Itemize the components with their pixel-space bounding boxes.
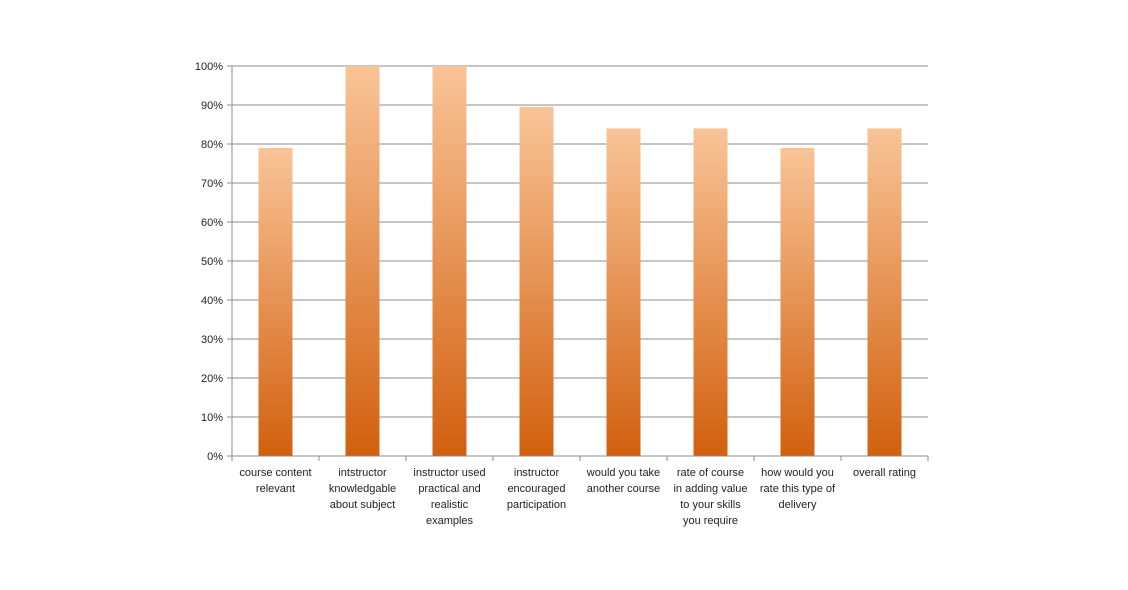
y-tick-label: 50% <box>201 256 223 268</box>
y-tick-label: 70% <box>201 178 223 190</box>
bar <box>432 66 467 456</box>
bar <box>780 147 815 456</box>
x-category-label-line: another course <box>587 483 660 495</box>
y-tick-label: 90% <box>201 100 223 112</box>
y-tick-label: 30% <box>201 334 223 346</box>
bar <box>519 106 554 456</box>
x-category-label-line: would you take <box>586 467 660 479</box>
x-category-label: rate of course in adding value to your ski… <box>673 467 747 527</box>
bar <box>606 128 641 456</box>
bar <box>693 128 728 456</box>
x-category-label: overall rating <box>853 467 916 479</box>
x-category-label: how would you rate this type of delivery <box>760 467 836 511</box>
y-tick-labels: 0% 10% 20% 30% 40% 50% 60% 70% 80% 90% 100% <box>195 61 223 463</box>
x-category-label-line: to your skills <box>680 499 741 511</box>
x-category-label-line: relevant <box>256 483 295 495</box>
x-category-label-line: practical and <box>418 483 480 495</box>
x-category-label-line: rate of course <box>677 467 744 479</box>
y-tick-label: 10% <box>201 412 223 424</box>
y-tick-label: 40% <box>201 295 223 307</box>
x-category-label-line: rate this type of <box>760 483 836 495</box>
x-category-label-line: about subject <box>330 499 395 511</box>
x-category-label-line: course content <box>239 467 311 479</box>
y-tick-label: 20% <box>201 373 223 385</box>
bars <box>258 66 902 456</box>
x-category-label-line: encouraged <box>507 483 565 495</box>
x-category-label: intstructor knowledgable about subject <box>329 467 396 511</box>
y-tick-label: 80% <box>201 139 223 151</box>
x-category-label: instructor encouraged participation <box>507 467 566 511</box>
y-tick-label: 100% <box>195 61 223 73</box>
bar <box>867 128 902 456</box>
gridlines <box>227 65 928 457</box>
x-category-label-line: overall rating <box>853 467 916 479</box>
x-category-label-line: examples <box>426 515 474 527</box>
x-category-label-line: instructor <box>514 467 560 479</box>
y-tick-label: 60% <box>201 217 223 229</box>
x-category-label: would you take another course <box>586 467 660 495</box>
y-tick-label: 0% <box>207 451 223 463</box>
axes <box>231 66 929 461</box>
x-category-label-line: you require <box>683 515 738 527</box>
x-category-label-line: realistic <box>431 499 469 511</box>
x-category-label: instructor used practical and realistic exa… <box>413 467 485 527</box>
x-category-label-line: how would you <box>761 467 834 479</box>
bar <box>258 147 293 456</box>
bar <box>345 66 380 456</box>
x-category-label: course content relevant <box>239 467 311 495</box>
x-category-label-line: instructor used <box>413 467 485 479</box>
x-category-label-line: delivery <box>779 499 817 511</box>
x-category-labels: course content relevant intstructor knowled… <box>239 467 916 527</box>
x-category-label-line: in adding value <box>673 483 747 495</box>
x-category-label-line: participation <box>507 499 566 511</box>
x-category-label-line: knowledgable <box>329 483 396 495</box>
x-category-label-line: intstructor <box>338 467 387 479</box>
